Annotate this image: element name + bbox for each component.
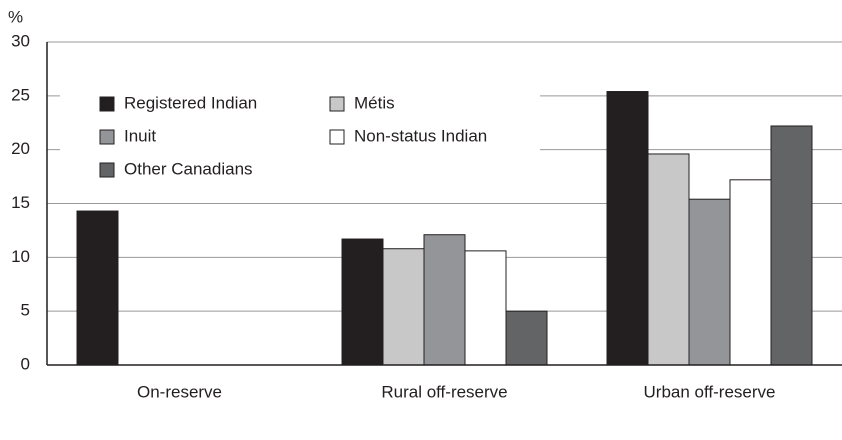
y-axis-label: % (8, 7, 23, 26)
legend-swatch (99, 96, 115, 112)
legend-label: Registered Indian (124, 93, 257, 112)
legend-label: Inuit (124, 126, 156, 145)
y-tick-label: 5 (21, 301, 30, 320)
bar (770, 125, 813, 366)
bar (647, 153, 690, 366)
y-tick-label: 20 (11, 139, 30, 158)
legend-label: Métis (354, 93, 395, 112)
bar (729, 179, 772, 366)
y-tick-label: 25 (11, 85, 30, 104)
bar (606, 91, 649, 366)
bar (464, 250, 507, 366)
x-tick-label: On-reserve (137, 382, 222, 401)
bar (423, 234, 466, 366)
legend-label: Other Canadians (124, 159, 253, 178)
bar (688, 198, 731, 366)
legend-swatch (99, 129, 115, 145)
y-tick-label: 10 (11, 247, 30, 266)
y-tick-label: 15 (11, 193, 30, 212)
y-tick-label: 30 (11, 31, 30, 50)
legend-swatch (99, 162, 115, 178)
y-tick-label: 0 (21, 354, 30, 373)
x-tick-label: Rural off-reserve (381, 382, 507, 401)
legend-label: Non-status Indian (354, 126, 487, 145)
bar (382, 248, 425, 366)
legend-box (60, 82, 540, 192)
bar (341, 238, 384, 366)
x-tick-label: Urban off-reserve (644, 382, 776, 401)
legend-swatch (329, 96, 345, 112)
bar (505, 310, 548, 366)
legend-swatch (329, 129, 345, 145)
bar (76, 210, 119, 366)
